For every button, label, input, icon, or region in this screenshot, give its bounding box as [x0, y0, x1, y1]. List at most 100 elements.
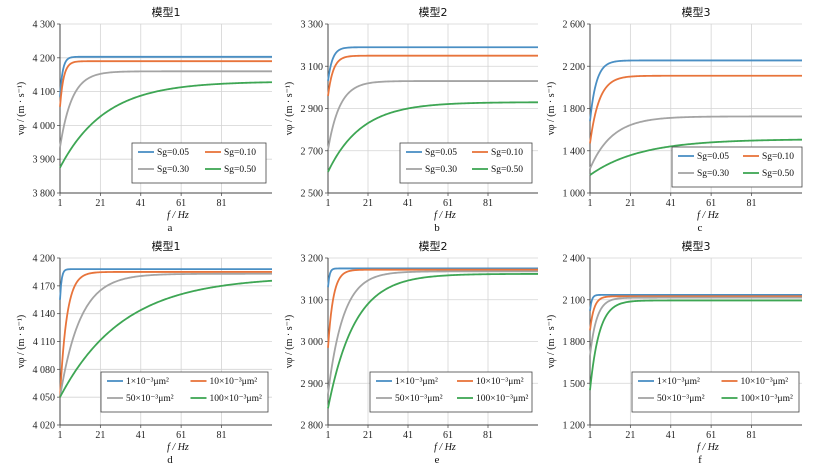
y-tick-label: 4 300: [33, 20, 56, 31]
legend-box: [131, 142, 267, 184]
y-tick-label: 1 800: [563, 104, 586, 115]
x-tick-label: 21: [95, 198, 105, 209]
y-tick-label: 1 400: [563, 146, 586, 157]
x-tick-label: 81: [747, 198, 757, 209]
panel-d: 4 020 4 050 4 080 4 110 4 140 4 170 4 200 1 21 41…: [16, 239, 273, 466]
y-tick-label: 2 500: [301, 189, 324, 200]
legend-label: 50×10⁻³μm²: [657, 394, 705, 404]
legend-label: 1×10⁻³μm²: [126, 377, 169, 387]
x-tick-label: 61: [706, 430, 716, 441]
y-tick-label: 4 000: [33, 121, 56, 132]
x-tick-label: 61: [443, 430, 453, 441]
y-axis-label: vφ / (m · s⁻¹): [546, 82, 557, 136]
panel-c: 1 000 1 400 1 800 2 200 2 600 1 21 41 61 81 Sg=0.0…: [546, 5, 803, 234]
subfigure-letter: e: [435, 454, 440, 466]
series-line-2: [589, 295, 802, 331]
series-line-2: [59, 60, 272, 107]
series-line-3: [589, 115, 802, 170]
panel-f: 1 200 1 500 1 800 2 100 2 400 1 21 41 61 81 1×10⁻³…: [546, 239, 802, 466]
series-line-1: [59, 55, 272, 97]
series-line-3: [327, 270, 538, 394]
legend-label: 100×10⁻³μm²: [476, 394, 528, 404]
x-tick-label: 61: [443, 198, 453, 209]
legend-box: [369, 371, 533, 413]
y-axis-label: vφ / (m · s⁻¹): [16, 82, 27, 136]
y-tick-label: 3 300: [301, 20, 324, 31]
y-tick-label: 4 200: [33, 53, 56, 64]
panel-a: 3 800 3 900 4 000 4 100 4 200 4 300 1 21 41 61 81 S…: [16, 5, 273, 234]
series-line-1: [59, 268, 272, 300]
y-tick-label: 4 080: [33, 365, 56, 376]
x-tick-label: 1: [588, 198, 593, 209]
x-tick-label: 81: [217, 430, 227, 441]
y-tick-label: 2 400: [563, 254, 586, 265]
x-tick-label: 81: [483, 430, 493, 441]
y-axis-label: vφ / (m · s⁻¹): [284, 82, 295, 136]
y-tick-label: 3 100: [301, 62, 324, 73]
series-line-4: [589, 138, 803, 176]
x-tick-label: 21: [363, 198, 373, 209]
y-tick-label: 1 000: [563, 189, 586, 200]
legend-box: [671, 146, 803, 188]
y-tick-label: 3 200: [301, 254, 324, 265]
series-line-2: [59, 271, 272, 398]
y-tick-label: 1 200: [563, 421, 586, 432]
y-axis-label: vφ / (m · s⁻¹): [284, 315, 295, 369]
legend-label: Sg=0.30: [425, 165, 457, 175]
y-tick-label: 4 110: [33, 337, 55, 348]
x-tick-label: 81: [747, 430, 757, 441]
panel-title: 模型1: [152, 5, 181, 19]
legend-label: Sg=0.05: [697, 152, 729, 162]
legend-label: Sg=0.05: [157, 148, 189, 158]
legend-label: Sg=0.10: [491, 148, 523, 158]
x-axis-label: f / Hz: [434, 442, 456, 453]
x-tick-label: 41: [666, 430, 676, 441]
y-tick-label: 3 000: [301, 337, 324, 348]
legend-label: Sg=0.50: [491, 165, 523, 175]
legend-label: 10×10⁻³μm²: [741, 377, 789, 387]
y-tick-label: 2 700: [301, 146, 324, 157]
x-axis-label: f / Hz: [697, 442, 719, 453]
series-line-3: [589, 296, 802, 356]
subfigure-letter: a: [168, 222, 173, 234]
legend-label: Sg=0.50: [224, 165, 256, 175]
panel-title: 模型2: [419, 5, 448, 19]
series-line-1: [589, 293, 802, 312]
legend-label: 1×10⁻³μm²: [657, 377, 700, 387]
legend-label: Sg=0.10: [224, 148, 256, 158]
y-tick-label: 3 100: [301, 295, 324, 306]
legend-label: 10×10⁻³μm²: [476, 377, 524, 387]
x-tick-label: 41: [136, 198, 146, 209]
y-tick-label: 2 800: [301, 421, 324, 432]
series-line-4: [327, 101, 538, 173]
panel-title: 模型2: [419, 239, 448, 253]
y-axis-label: vφ / (m · s⁻¹): [16, 315, 27, 369]
x-tick-label: 81: [217, 198, 227, 209]
y-tick-label: 3 900: [33, 155, 56, 166]
series-line-4: [59, 279, 273, 398]
y-tick-label: 2 100: [563, 295, 586, 306]
legend-label: 50×10⁻³μm²: [395, 394, 443, 404]
x-tick-label: 1: [58, 198, 63, 209]
legend-box: [100, 371, 269, 413]
y-tick-label: 2 900: [301, 379, 324, 390]
y-tick-label: 1 500: [563, 379, 586, 390]
x-tick-label: 21: [95, 430, 105, 441]
legend-label: 10×10⁻³μm²: [210, 377, 258, 387]
legend-label: 100×10⁻³μm²: [741, 394, 793, 404]
x-tick-label: 61: [176, 430, 186, 441]
legend-label: 100×10⁻³μm²: [210, 394, 262, 404]
panel-title: 模型1: [152, 239, 181, 253]
legend-box: [631, 371, 800, 413]
subfigure-letter: c: [698, 222, 703, 234]
legend-label: Sg=0.10: [762, 152, 794, 162]
y-tick-label: 4 020: [33, 421, 56, 432]
x-axis-label: f / Hz: [167, 210, 189, 221]
series-line-4: [327, 273, 538, 409]
y-tick-label: 4 140: [33, 309, 56, 320]
legend-label: Sg=0.05: [425, 148, 457, 158]
x-tick-label: 41: [136, 430, 146, 441]
series-line-2: [589, 74, 802, 144]
y-tick-label: 4 050: [33, 393, 56, 404]
series-line-4: [59, 81, 273, 169]
